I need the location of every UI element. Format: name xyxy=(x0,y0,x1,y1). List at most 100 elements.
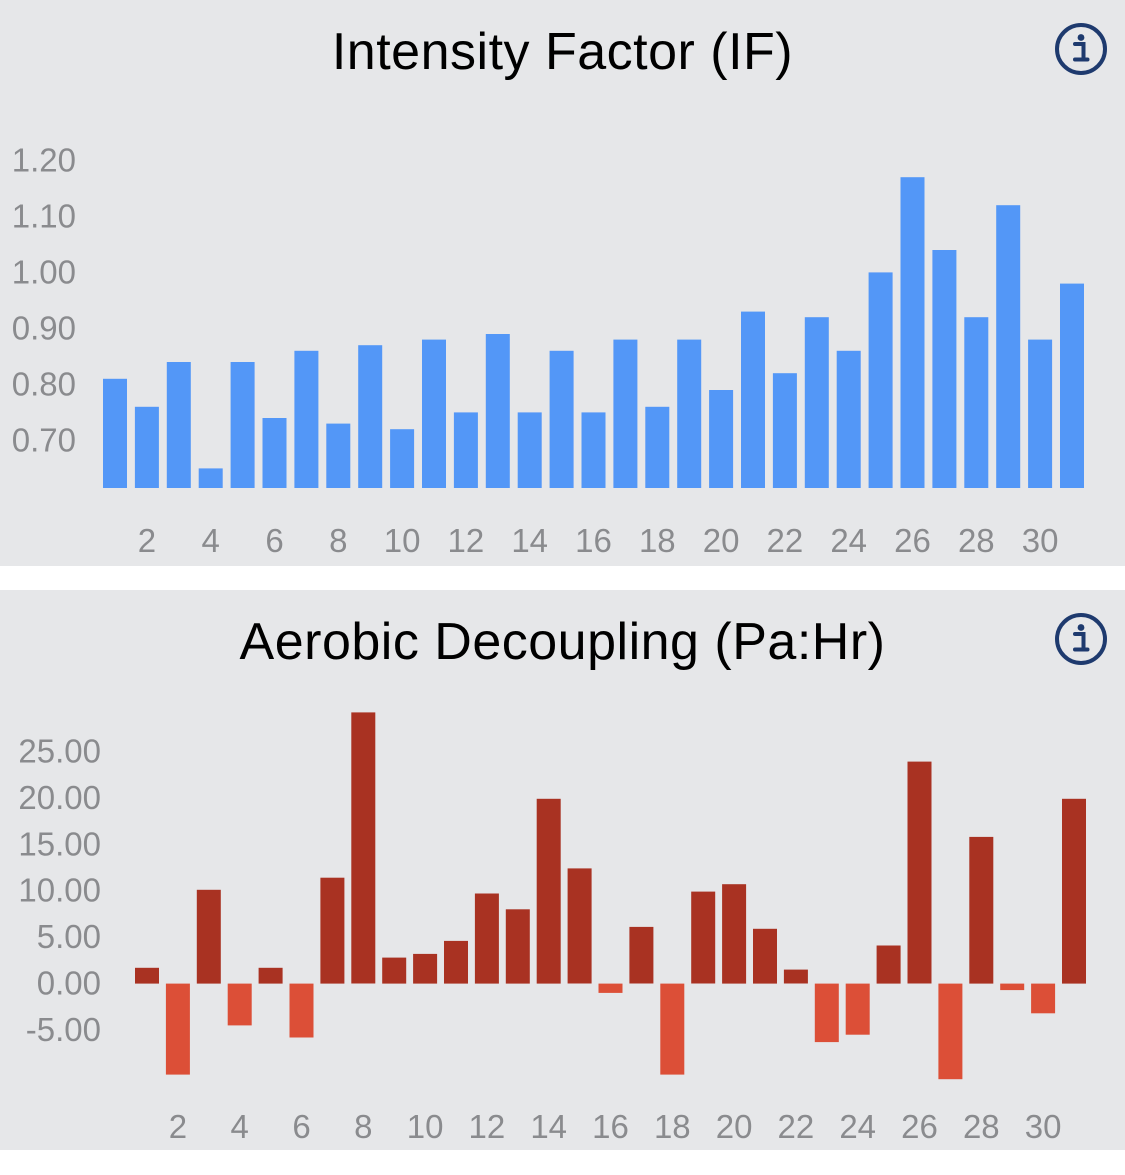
bar-12 xyxy=(453,412,478,488)
bar-2 xyxy=(134,406,159,488)
bar-15 xyxy=(549,350,574,488)
bar-9 xyxy=(358,345,383,488)
bar-9 xyxy=(382,957,407,984)
x-tick-label: 14 xyxy=(511,522,548,559)
bar-25 xyxy=(876,945,901,984)
bar-13 xyxy=(485,334,510,488)
bar-3 xyxy=(196,889,221,984)
bar-11 xyxy=(444,940,468,984)
bar-17 xyxy=(629,926,654,984)
bar-2 xyxy=(165,983,190,1075)
x-tick-label: 20 xyxy=(716,1108,753,1145)
x-tick-label: 30 xyxy=(1025,1108,1062,1145)
bar-15 xyxy=(567,868,592,984)
bar-4 xyxy=(227,983,252,1026)
bar-6 xyxy=(262,418,287,488)
bar-1 xyxy=(135,967,159,984)
x-tick-label: 4 xyxy=(202,522,220,559)
x-tick-label: 8 xyxy=(329,522,347,559)
bar-18 xyxy=(645,406,670,488)
bar-29 xyxy=(1000,983,1025,991)
bar-29 xyxy=(996,205,1021,488)
bar-5 xyxy=(258,967,283,984)
x-tick-label: 20 xyxy=(703,522,740,559)
bar-27 xyxy=(938,983,963,1080)
x-tick-label: 6 xyxy=(265,522,283,559)
bar-19 xyxy=(691,891,716,984)
y-tick-label: 0.70 xyxy=(12,421,76,458)
bar-14 xyxy=(517,412,542,488)
x-tick-label: 8 xyxy=(354,1108,372,1145)
bar-7 xyxy=(320,877,345,984)
y-tick-label: 0.90 xyxy=(12,309,76,346)
x-tick-label: 18 xyxy=(639,522,676,559)
bar-31 xyxy=(1060,283,1084,488)
bar-28 xyxy=(969,836,994,984)
bar-27 xyxy=(932,250,957,488)
bar-21 xyxy=(741,311,765,488)
x-tick-label: 10 xyxy=(407,1108,444,1145)
bar-23 xyxy=(804,317,829,488)
y-tick-label: 1.10 xyxy=(12,197,76,234)
bar-20 xyxy=(722,884,747,984)
bar-13 xyxy=(505,909,530,984)
x-tick-label: 30 xyxy=(1022,522,1059,559)
chart-title: Intensity Factor (IF) xyxy=(331,23,794,81)
x-tick-label: 26 xyxy=(894,522,931,559)
bar-24 xyxy=(836,350,861,488)
x-tick-label: 22 xyxy=(767,522,804,559)
y-tick-label: 0.00 xyxy=(37,965,101,1002)
x-tick-label: 2 xyxy=(138,522,156,559)
bar-1 xyxy=(103,378,127,488)
info-icon[interactable] xyxy=(1054,22,1108,76)
y-tick-label: 0.80 xyxy=(12,365,76,402)
bar-17 xyxy=(613,339,638,488)
bar-16 xyxy=(598,983,623,993)
bar-18 xyxy=(660,983,685,1075)
x-tick-label: 12 xyxy=(469,1108,506,1145)
y-tick-label: 20.00 xyxy=(18,779,101,816)
bar-3 xyxy=(166,362,191,488)
bar-6 xyxy=(289,983,314,1038)
intensity-factor-chart: 1.201.101.000.900.800.702 4 6 8 10 12 14 16 18 20… xyxy=(12,141,1084,559)
x-tick-label: 4 xyxy=(231,1108,249,1145)
bar-10 xyxy=(413,953,438,984)
intensity-factor-panel: Intensity Factor (IF) 1.20 1.10 1.00 0.90 0.… xyxy=(0,0,1125,566)
y-tick-label: 1.20 xyxy=(12,141,76,178)
bar-19 xyxy=(677,339,702,488)
bar-28 xyxy=(964,317,989,488)
x-tick-label: 28 xyxy=(963,1108,1000,1145)
x-tick-label: 18 xyxy=(654,1108,691,1145)
bar-12 xyxy=(474,893,499,984)
x-tick-label: 22 xyxy=(778,1108,815,1145)
x-tick-label: 26 xyxy=(901,1108,938,1145)
x-tick-label: 10 xyxy=(384,522,421,559)
bar-11 xyxy=(422,339,446,488)
bar-5 xyxy=(230,362,255,488)
bar-31 xyxy=(1062,798,1086,984)
bar-20 xyxy=(709,390,734,488)
bar-26 xyxy=(907,761,932,984)
x-tick-label: 24 xyxy=(839,1108,876,1145)
x-tick-label: 12 xyxy=(448,522,485,559)
x-tick-label: 6 xyxy=(292,1108,310,1145)
bar-24 xyxy=(845,983,870,1035)
chart-title: Aerobic Decoupling (Pa:Hr) xyxy=(239,613,886,671)
bar-26 xyxy=(900,177,925,488)
x-tick-label: 24 xyxy=(830,522,867,559)
bar-22 xyxy=(772,373,797,488)
bar-8 xyxy=(351,712,376,984)
bar-8 xyxy=(326,423,351,488)
y-tick-label: 15.00 xyxy=(18,825,101,862)
bar-10 xyxy=(390,429,415,488)
bar-30 xyxy=(1031,983,1056,1014)
info-icon[interactable] xyxy=(1054,612,1108,666)
y-tick-label: 25.00 xyxy=(18,732,101,769)
bar-16 xyxy=(581,412,606,488)
aerobic-decoupling-panel: Aerobic Decoupling (Pa:Hr) 25.00 20.00 15.… xyxy=(0,590,1125,1150)
y-tick-label: 1.00 xyxy=(12,253,76,290)
bar-14 xyxy=(536,798,561,984)
x-tick-label: 16 xyxy=(592,1108,629,1145)
y-tick-label: -5.00 xyxy=(26,1011,101,1048)
